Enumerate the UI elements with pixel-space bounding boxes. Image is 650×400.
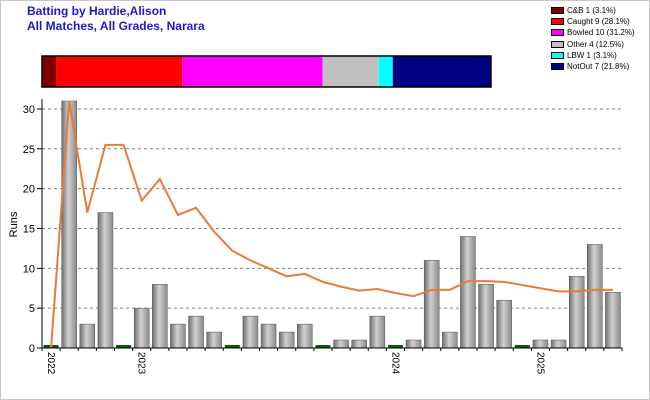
legend-label: Caught 9 (28.1%)	[567, 17, 630, 27]
dismissal-segment	[56, 56, 183, 87]
legend-label: Other 4 (12.5%)	[567, 39, 624, 49]
run-bar	[297, 323, 313, 349]
run-bar	[79, 323, 96, 349]
run-bar	[605, 291, 621, 349]
zero-run-marker	[224, 345, 240, 348]
legend-swatch	[551, 18, 564, 26]
legend-label: Bowled 10 (31.2%)	[567, 28, 635, 38]
run-bar	[133, 307, 150, 349]
legend-item: Other 4 (12.5%)	[551, 39, 635, 50]
run-bar	[587, 244, 603, 349]
y-tick-label: 5	[29, 303, 35, 315]
y-tick-label: 0	[29, 343, 35, 355]
legend-swatch	[551, 63, 564, 71]
chart-title: Batting by Hardie,Alison All Matches, Al…	[27, 4, 205, 34]
legend-item: LBW 1 (3.1%)	[551, 50, 635, 61]
legend-label: NotOut 7 (21.8%)	[567, 61, 630, 71]
run-bar	[351, 339, 367, 349]
dismissal-segment	[322, 56, 379, 87]
zero-run-marker	[315, 345, 331, 348]
run-bar	[278, 331, 295, 349]
run-bar	[333, 339, 349, 349]
dismissal-segment	[42, 56, 57, 87]
zero-run-marker	[116, 345, 132, 348]
run-bar	[550, 339, 567, 349]
x-year-label: 2022	[45, 352, 56, 375]
run-bar	[478, 284, 494, 349]
run-bar	[460, 236, 476, 349]
legend-swatch	[551, 7, 564, 15]
dismissal-strip-border	[41, 55, 492, 88]
run-bar	[188, 315, 204, 349]
title-line-1: Batting by Hardie,Alison	[27, 4, 167, 18]
run-bar	[152, 284, 168, 349]
y-tick-label: 25	[23, 144, 35, 156]
y-axis-title: Runs	[8, 211, 20, 237]
dismissal-segment	[182, 56, 323, 87]
x-year-label: 2025	[534, 352, 545, 375]
x-year-label: 2023	[136, 352, 147, 375]
run-bar	[532, 339, 549, 349]
legend-item: Bowled 10 (31.2%)	[551, 27, 635, 38]
y-tick-label: 30	[23, 104, 35, 116]
zero-run-marker	[387, 345, 403, 348]
dismissal-segment	[378, 56, 393, 87]
legend-item: NotOut 7 (21.8%)	[551, 61, 635, 72]
run-bar	[423, 260, 440, 349]
legend-swatch	[551, 51, 564, 59]
y-tick-label: 20	[23, 184, 35, 196]
legend-item: C&B 1 (3.1%)	[551, 5, 635, 16]
run-bar	[242, 315, 259, 349]
y-tick-label: 15	[23, 223, 35, 235]
run-bar	[206, 331, 222, 349]
legend-swatch	[551, 29, 564, 37]
legend-label: C&B 1 (3.1%)	[567, 6, 616, 15]
run-bar	[260, 323, 277, 349]
run-bar	[442, 331, 458, 349]
dismissal-segment	[392, 56, 491, 87]
y-tick-label: 10	[23, 263, 35, 275]
run-bar	[568, 276, 585, 349]
legend-swatch	[551, 40, 564, 48]
run-bar	[369, 315, 386, 349]
zero-run-marker	[514, 345, 530, 348]
average-line	[50, 100, 613, 349]
run-bar	[496, 299, 512, 349]
legend: C&B 1 (3.1%) Caught 9 (28.1%) Bowled 10 (3…	[551, 5, 635, 72]
run-bar	[97, 212, 114, 349]
run-bar	[170, 323, 186, 349]
title-line-2: All Matches, All Grades, Narara	[27, 19, 205, 33]
legend-item: Caught 9 (28.1%)	[551, 16, 635, 27]
legend-label: LBW 1 (3.1%)	[567, 50, 617, 60]
run-bar	[405, 339, 422, 349]
x-year-label: 2024	[389, 352, 400, 375]
